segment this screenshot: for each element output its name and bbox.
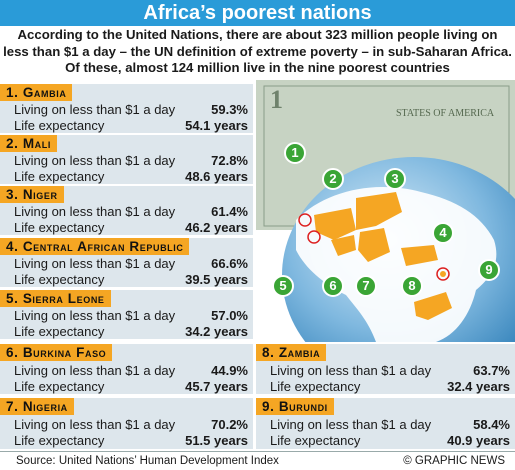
- poverty-label: Living on less than $1 a day: [14, 363, 176, 378]
- poverty-value: 44.9%: [211, 363, 248, 378]
- life-value: 51.5 years: [185, 433, 248, 448]
- country-panel-nigeria: 7. Nigeria Living on less than $1 a day …: [0, 398, 253, 449]
- country-panel-mali: 2. Mali Living on less than $1 a day 72.…: [0, 135, 253, 184]
- life-label: Life expectancy: [14, 272, 105, 287]
- country-heading: 1. Gambia: [0, 84, 73, 101]
- life-label: Life expectancy: [14, 433, 105, 448]
- life-label: Life expectancy: [14, 324, 105, 339]
- map-marker: 7: [355, 275, 377, 297]
- poverty-value: 59.3%: [211, 102, 248, 117]
- map-marker: 2: [322, 168, 344, 190]
- country-heading: 5. Sierra Leone: [0, 290, 111, 307]
- poverty-label: Living on less than $1 a day: [14, 204, 176, 219]
- source-text: Source: United Nations’ Human Developmen…: [16, 455, 279, 467]
- life-label: Life expectancy: [14, 118, 105, 133]
- country-heading: 7. Nigeria: [0, 398, 74, 415]
- intro-text: According to the United Nations, there a…: [3, 27, 512, 75]
- country-shape-central-african-republic: [401, 245, 438, 266]
- life-value: 45.7 years: [185, 379, 248, 394]
- globe-illustration: 1 STATES OF AMERICA: [256, 80, 515, 342]
- country-heading: 2. Mali: [0, 135, 57, 152]
- life-value: 40.9 years: [447, 433, 510, 448]
- life-label: Life expectancy: [270, 379, 361, 394]
- country-shape-nigeria: [358, 228, 390, 262]
- map-marker: 4: [432, 222, 454, 244]
- credit-text: © GRAPHIC NEWS: [403, 455, 505, 467]
- country-panel-central-african-republic: 4. Central African Republic Living on le…: [0, 238, 253, 287]
- map-marker: 5: [272, 275, 294, 297]
- poverty-value: 57.0%: [211, 308, 248, 323]
- poverty-label: Living on less than $1 a day: [14, 417, 176, 432]
- map-marker: 8: [401, 275, 423, 297]
- poverty-label: Living on less than $1 a day: [14, 308, 176, 323]
- country-shape-mali: [314, 208, 356, 240]
- life-value: 34.2 years: [185, 324, 248, 339]
- life-value: 54.1 years: [185, 118, 248, 133]
- life-value: 48.6 years: [185, 169, 248, 184]
- life-label: Life expectancy: [14, 379, 105, 394]
- country-shape-niger: [356, 192, 402, 230]
- country-panel-zambia: 8. Zambia Living on less than $1 a day 6…: [256, 344, 515, 394]
- country-panel-gambia: 1. Gambia Living on less than $1 a day 5…: [0, 84, 253, 133]
- country-heading: 6. Burkina Faso: [0, 344, 113, 361]
- banknote-text: STATES OF AMERICA: [396, 108, 495, 119]
- banknote-corner-number: 1: [270, 85, 283, 114]
- poverty-label: Living on less than $1 a day: [270, 363, 432, 378]
- life-label: Life expectancy: [14, 220, 105, 235]
- country-panel-niger: 3. Niger Living on less than $1 a day 61…: [0, 186, 253, 235]
- burundi-highlight-circle: [436, 267, 450, 281]
- country-heading: 9. Burundi: [256, 398, 334, 415]
- poverty-value: 70.2%: [211, 417, 248, 432]
- map-marker: 9: [478, 259, 500, 281]
- life-value: 32.4 years: [447, 379, 510, 394]
- poverty-label: Living on less than $1 a day: [14, 102, 176, 117]
- poverty-label: Living on less than $1 a day: [14, 256, 176, 271]
- gambia-highlight-circle: [298, 213, 312, 227]
- country-shape-burundi: [440, 271, 446, 277]
- poverty-label: Living on less than $1 a day: [14, 153, 176, 168]
- life-value: 39.5 years: [185, 272, 248, 287]
- poverty-value: 63.7%: [473, 363, 510, 378]
- country-panel-sierra-leone: 5. Sierra Leone Living on less than $1 a…: [0, 290, 253, 339]
- life-label: Life expectancy: [14, 169, 105, 184]
- life-label: Life expectancy: [270, 433, 361, 448]
- africa-globe-map: 1 STATES OF AMERICA 1 2 3 4 5 6 7 8 9: [256, 80, 515, 342]
- life-value: 46.2 years: [185, 220, 248, 235]
- poverty-value: 58.4%: [473, 417, 510, 432]
- map-marker: 1: [284, 142, 306, 164]
- map-marker: 3: [384, 168, 406, 190]
- country-shape-zambia: [414, 292, 452, 320]
- poverty-label: Living on less than $1 a day: [270, 417, 432, 432]
- country-shape-burkina-faso: [331, 235, 356, 256]
- poverty-value: 72.8%: [211, 153, 248, 168]
- map-marker: 6: [322, 275, 344, 297]
- country-heading: 3. Niger: [0, 186, 64, 203]
- country-heading: 8. Zambia: [256, 344, 327, 361]
- sierra-leone-highlight-circle: [307, 230, 321, 244]
- country-panel-burkina-faso: 6. Burkina Faso Living on less than $1 a…: [0, 344, 253, 394]
- footer: Source: United Nations’ Human Developmen…: [0, 451, 515, 470]
- poverty-value: 61.4%: [211, 204, 248, 219]
- page-title: Africa’s poorest nations: [0, 0, 515, 26]
- country-heading: 4. Central African Republic: [0, 238, 190, 255]
- poverty-value: 66.6%: [211, 256, 248, 271]
- country-panel-burundi: 9. Burundi Living on less than $1 a day …: [256, 398, 515, 449]
